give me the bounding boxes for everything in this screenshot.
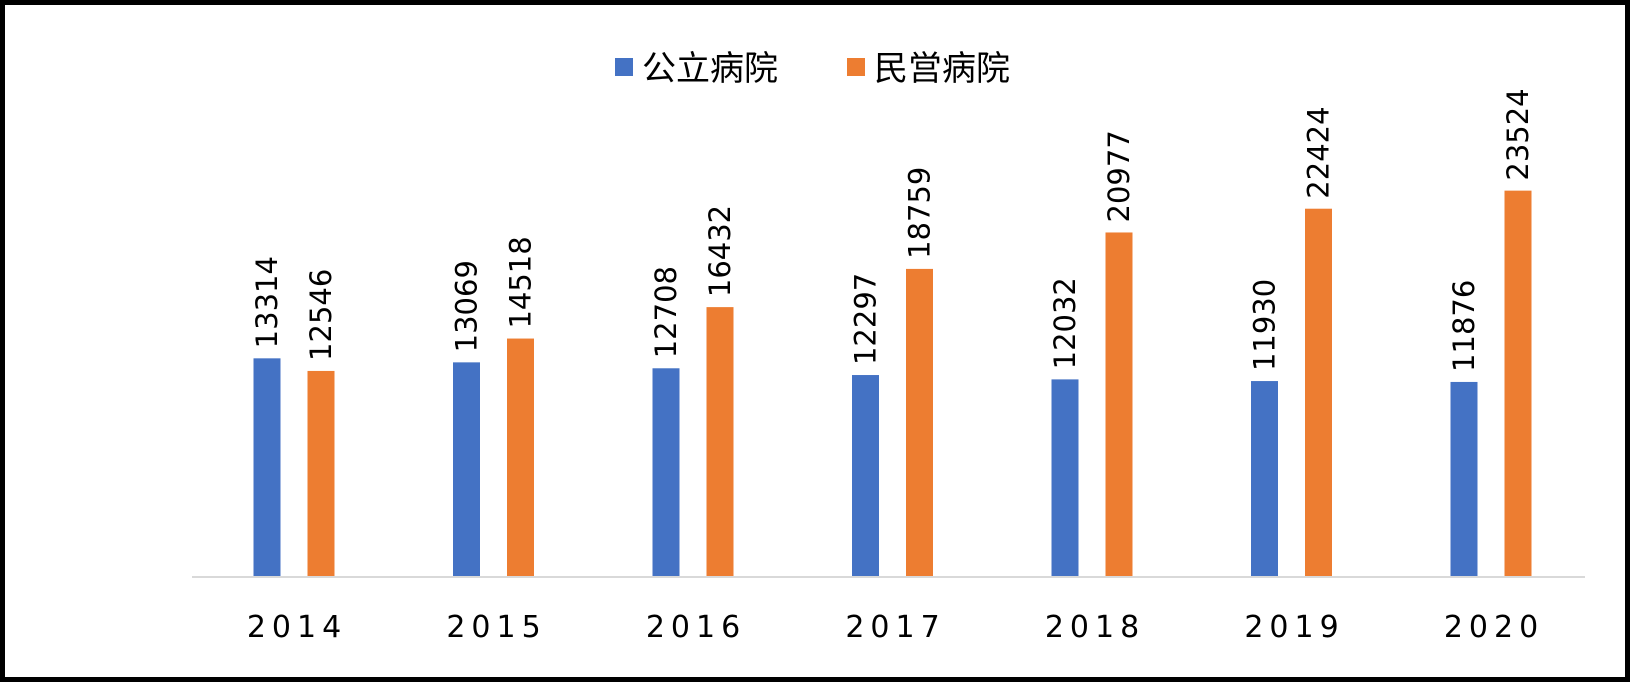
value-label-2014-2: 12546: [304, 269, 338, 361]
value-label-2020-1: 11876: [1447, 280, 1481, 372]
value-label-2016-2: 16432: [703, 205, 737, 297]
value-label-2016-1: 12708: [649, 266, 683, 358]
bar-2016-2: [706, 307, 734, 577]
x-tick-label-2020: 2020: [1444, 610, 1544, 645]
bar-2015-1: [453, 362, 480, 577]
bar-2018-1: [1051, 379, 1079, 577]
value-label-2020-2: 23524: [1501, 88, 1535, 180]
value-label-2018-2: 20977: [1102, 130, 1136, 222]
value-label-2017-2: 18759: [903, 167, 937, 259]
bar-2016-1: [652, 368, 680, 577]
x-tick-label-2015: 2015: [446, 610, 546, 645]
bar-2017-1: [852, 375, 879, 577]
x-tick-label-2014: 2014: [247, 610, 347, 645]
legend: 公立病院 民営病院: [615, 49, 1010, 89]
bar-2015-2: [507, 338, 534, 577]
x-tick-label-2018: 2018: [1045, 610, 1145, 645]
legend-swatch-1: [615, 58, 633, 76]
value-label-2014-1: 13314: [250, 256, 284, 348]
value-labels-group: 13314 12546 13069 14518 12708 16432 12297 18759…: [250, 88, 1535, 372]
legend-label-1: 公立病院: [642, 49, 778, 89]
value-label-2015-2: 14518: [504, 236, 538, 328]
bar-2020-2: [1504, 190, 1532, 578]
value-label-2017-1: 12297: [849, 273, 883, 365]
value-label-2015-1: 13069: [450, 260, 484, 352]
x-tick-label-2017: 2017: [845, 610, 945, 645]
bar-2020-1: [1450, 381, 1478, 577]
bar-2014-1: [253, 358, 281, 577]
value-label-2019-2: 22424: [1302, 106, 1336, 198]
bar-2014-2: [307, 370, 335, 577]
bar-2018-2: [1105, 232, 1133, 577]
x-tick-label-2016: 2016: [646, 610, 746, 645]
value-label-2019-1: 11930: [1248, 279, 1282, 371]
legend-swatch-2: [847, 58, 865, 76]
x-tick-labels: 2014 2015 2016 2017 2018 2019 2020: [247, 610, 1544, 645]
bar-2019-1: [1251, 381, 1278, 577]
bars-group: [253, 190, 1532, 578]
bar-chart: 公立病院 民営病院 13314 12546 13069 14518 12708164321…: [192, 49, 1585, 645]
legend-label-2: 民営病院: [874, 49, 1010, 89]
value-label-2018-1: 12032: [1048, 277, 1082, 369]
x-tick-label-2019: 2019: [1244, 610, 1344, 645]
bar-2019-2: [1305, 208, 1332, 577]
bar-2017-2: [906, 268, 933, 577]
